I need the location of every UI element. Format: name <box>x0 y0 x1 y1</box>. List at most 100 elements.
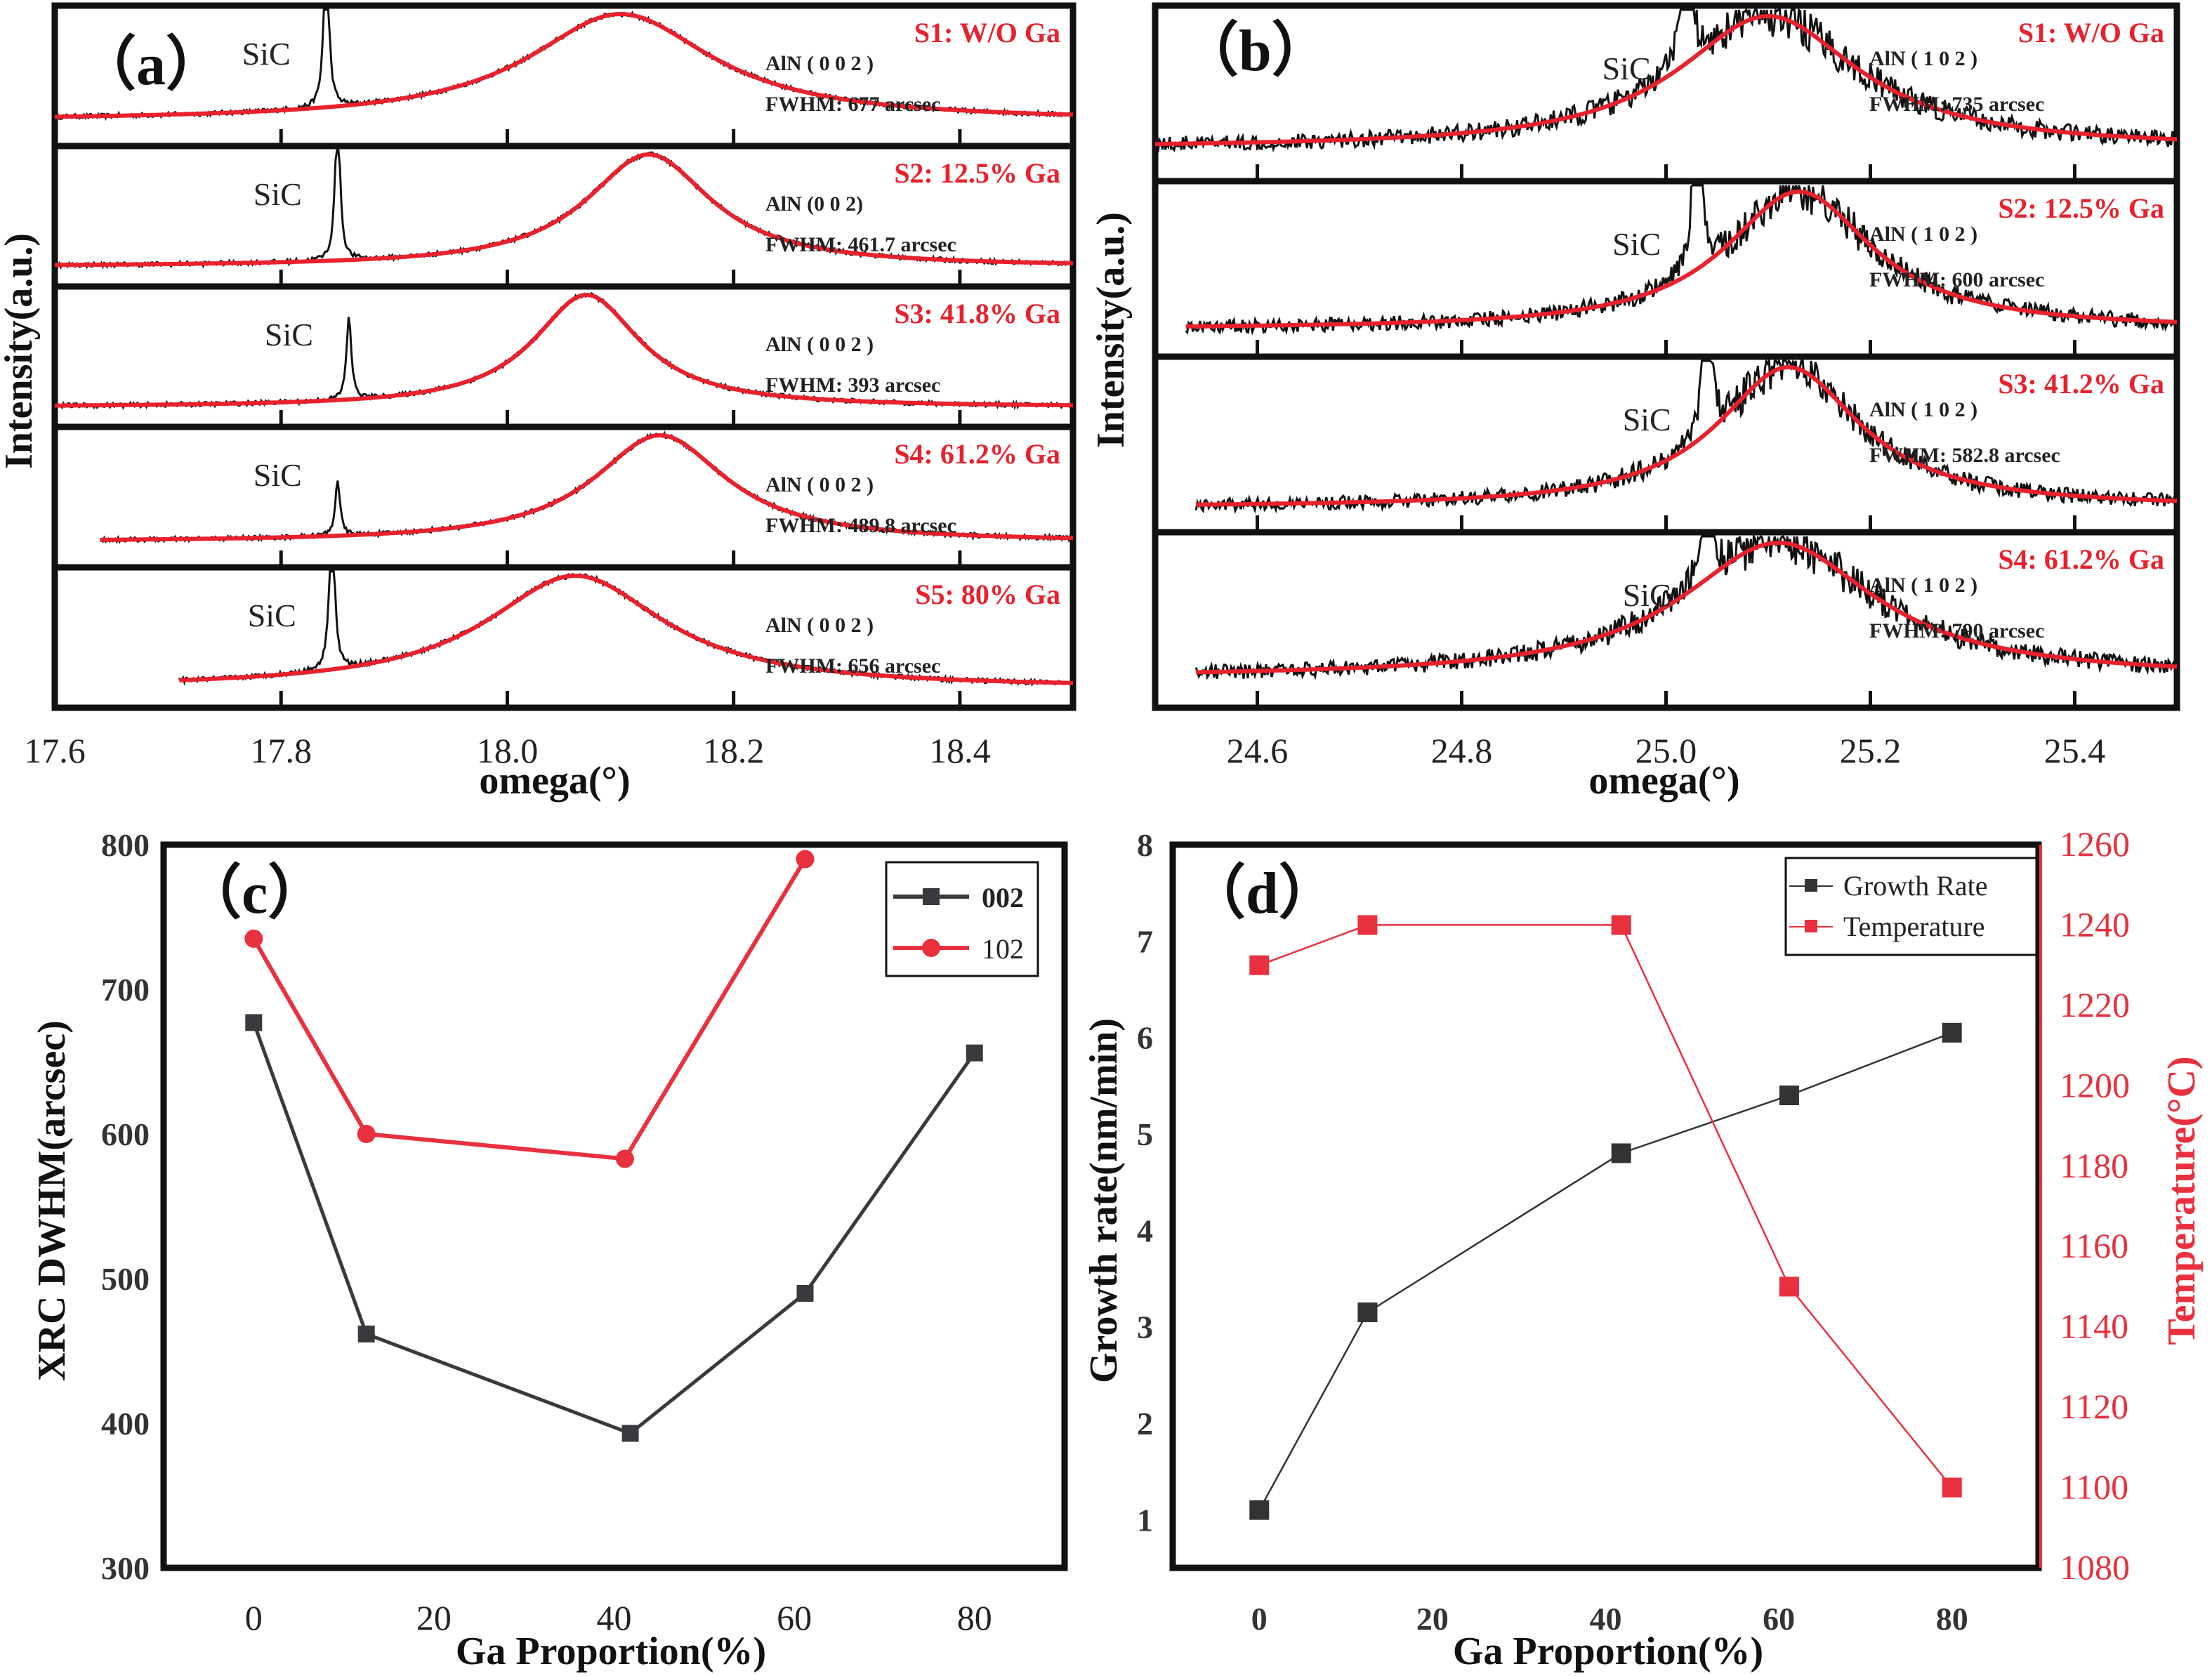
y-left-tick-label: 5 <box>1137 1116 1153 1152</box>
y-left-tick-label: 8 <box>1137 827 1153 863</box>
series-002-point <box>245 1014 263 1031</box>
y-right-tick-label: 1080 <box>2060 1548 2130 1587</box>
y-left-tick-label: 7 <box>1137 923 1153 959</box>
sic-peak-label: SiC <box>1623 402 1671 437</box>
legend-temperature-label: Temperature <box>1843 911 1985 942</box>
y-tick-label: 700 <box>101 972 150 1008</box>
series-002-point <box>621 1425 639 1442</box>
series-growth-rate-point <box>1942 1022 1962 1043</box>
subplot-a-4: SiC S4: 61.2% Ga AlN ( 0 0 2 ) FWHM: 489.8 … <box>53 423 1074 565</box>
series-temperature-point <box>1357 915 1378 935</box>
x-tick-label: 40 <box>1590 1601 1622 1637</box>
sample-label: S1: W/O Ga <box>914 17 1060 48</box>
reflection-label: AlN (0 0 2) <box>765 192 863 216</box>
x-tick-label: 0 <box>1251 1601 1268 1637</box>
fwhm-label: FWHM: 677 arcsec <box>765 93 940 116</box>
y-right-tick-label: 1200 <box>2060 1065 2130 1104</box>
y-left-tick-label: 4 <box>1137 1213 1153 1248</box>
fwhm-label: FWHM: 489.8 arcsec <box>765 514 956 537</box>
panel-d-ticks: 1 2 3 4 5 6 7 8 1080 1100 1120 1140 1160 1180 1200 1220… <box>1137 824 2130 1637</box>
sic-peak-label: SiC <box>265 317 313 352</box>
subplot-b-3: SiC S3: 41.2% Ga AlN ( 1 0 2 ) FWHM: 582.8 … <box>1155 353 2178 529</box>
xrc-fit-curve <box>179 574 1073 685</box>
x-tick-label: 0 <box>245 1598 263 1637</box>
panel-d-letter: （d） <box>1187 861 1338 926</box>
x-tick-label: 80 <box>957 1598 992 1637</box>
y-right-tick-label: 1100 <box>2060 1467 2128 1507</box>
panel-c-ticks: 300 400 500 600 700 800 0 20 40 60 80 <box>101 827 992 1637</box>
panel-b-xrc-102: Intensity(a.u.) omega(°) 24.6 24.8 25.0 25.… <box>1089 2 2180 803</box>
x-tick-label: 18.4 <box>929 731 991 770</box>
x-tick-label: 25.2 <box>1840 731 1902 770</box>
panel-d-legend-box <box>1784 857 2038 956</box>
sample-label: S5: 80% Ga <box>915 579 1060 610</box>
series-102-point <box>615 1149 634 1168</box>
x-tick-label: 40 <box>597 1598 632 1637</box>
y-tick-label: 600 <box>101 1116 150 1152</box>
x-tick-label: 60 <box>1763 1601 1795 1637</box>
panel-b-x-axis-title: omega(°) <box>1588 759 1739 803</box>
panel-c-x-axis-title: Ga Proportion(%) <box>456 1630 766 1673</box>
xrc-fit-curve <box>1196 541 2178 675</box>
subplot-b-2: SiC S2: 12.5% Ga AlN ( 1 0 2 ) FWHM: 600 ar… <box>1155 178 2178 354</box>
xrc-fit-curve <box>55 293 1073 408</box>
fwhm-label: FWHM: 735 arcsec <box>1869 93 2044 116</box>
xrc-fit-curve <box>100 433 1074 542</box>
panel-c-y-axis-title: XRC DWHM(arcsec) <box>30 1020 74 1381</box>
panel-d-legend: Growth Rate Temperature <box>1784 857 2038 956</box>
x-tick-label: 17.8 <box>250 731 312 770</box>
series-102-point <box>357 1125 376 1143</box>
series-temperature-point <box>1942 1477 1962 1498</box>
x-tick-label: 60 <box>777 1598 812 1637</box>
reflection-label: AlN ( 1 0 2 ) <box>1869 223 1977 246</box>
x-tick-label: 24.6 <box>1227 731 1289 770</box>
series-growth-rate-point <box>1611 1143 1631 1163</box>
panel-a-frame <box>51 2 1077 711</box>
x-tick-label: 25.4 <box>2044 731 2106 770</box>
reflection-label: AlN ( 0 0 2 ) <box>765 52 874 75</box>
series-002-point <box>796 1285 814 1302</box>
panel-a-xrc-002: Intensity(a.u.) omega(°) 17.6 17.8 18.0 18.… <box>0 2 1077 803</box>
legend-growth-label: Growth Rate <box>1843 870 1988 902</box>
y-left-tick-label: 2 <box>1137 1406 1153 1441</box>
subplot-a-2: SiC S2: 12.5% Ga AlN (0 0 2) FWHM: 461.7 ar… <box>53 143 1074 284</box>
xrc-fit-curve <box>1155 14 2178 147</box>
y-right-tick-label: 1120 <box>2060 1387 2128 1426</box>
y-right-tick-label: 1160 <box>2060 1226 2128 1265</box>
subplot-b-4: SiC S4: 61.2% Ga AlN ( 1 0 2 ) FWHM: 790 ar… <box>1155 529 2178 705</box>
panel-b-y-axis-title: Intensity(a.u.) <box>1089 212 1133 448</box>
series-102-point <box>796 850 815 869</box>
reflection-label: AlN ( 1 0 2 ) <box>1869 574 1977 597</box>
series-temperature-point <box>1249 955 1270 975</box>
reflection-label: AlN ( 0 0 2 ) <box>765 614 874 637</box>
fwhm-label: FWHM: 393 arcsec <box>765 374 940 397</box>
sic-peak-label: SiC <box>1623 577 1671 613</box>
sample-label: S4: 61.2% Ga <box>1998 543 2164 575</box>
series-temperature-point <box>1779 1276 1799 1297</box>
panel-a-y-axis-title: Intensity(a.u.) <box>0 233 41 469</box>
sample-label: S1: W/O Ga <box>2018 17 2164 48</box>
panel-c-legend-box <box>885 861 1039 977</box>
x-tick-label: 24.8 <box>1431 731 1493 770</box>
fwhm-label: FWHM: 790 arcsec <box>1869 619 2044 642</box>
y-tick-label: 400 <box>101 1406 150 1441</box>
series-growth-rate-point <box>1249 1500 1270 1520</box>
x-tick-label: 20 <box>1416 1601 1449 1637</box>
x-tick-label: 20 <box>416 1598 452 1637</box>
panel-c-fwhm-vs-ga: 300 400 500 600 700 800 0 20 40 60 80 （c） XRC DWHM… <box>30 827 1068 1673</box>
panel-d-series <box>1249 915 1962 1520</box>
xrc-fit-curve <box>1185 190 2177 329</box>
panel-a-subplots: SiC S1: W/O Ga AlN ( 0 0 2 ) FWHM: 677 arcs… <box>51 2 1077 711</box>
legend-growth-square-marker-icon <box>1805 879 1817 892</box>
panel-a-x-tick-labels: 17.6 17.8 18.0 18.2 18.4 <box>24 731 990 770</box>
xrc-fit-curve <box>54 12 1073 119</box>
panel-d-y-right-axis-title: Temperature(°C) <box>2160 1056 2204 1345</box>
panel-c-frame <box>160 841 1068 1571</box>
y-left-tick-label: 6 <box>1137 1020 1153 1056</box>
y-right-tick-label: 1240 <box>2060 904 2130 944</box>
reflection-label: AlN ( 0 0 2 ) <box>765 473 874 496</box>
reflection-label: AlN ( 1 0 2 ) <box>1869 47 1977 70</box>
fwhm-label: FWHM: 600 arcsec <box>1869 268 2044 291</box>
legend-temperature-square-marker-icon <box>1805 920 1817 932</box>
